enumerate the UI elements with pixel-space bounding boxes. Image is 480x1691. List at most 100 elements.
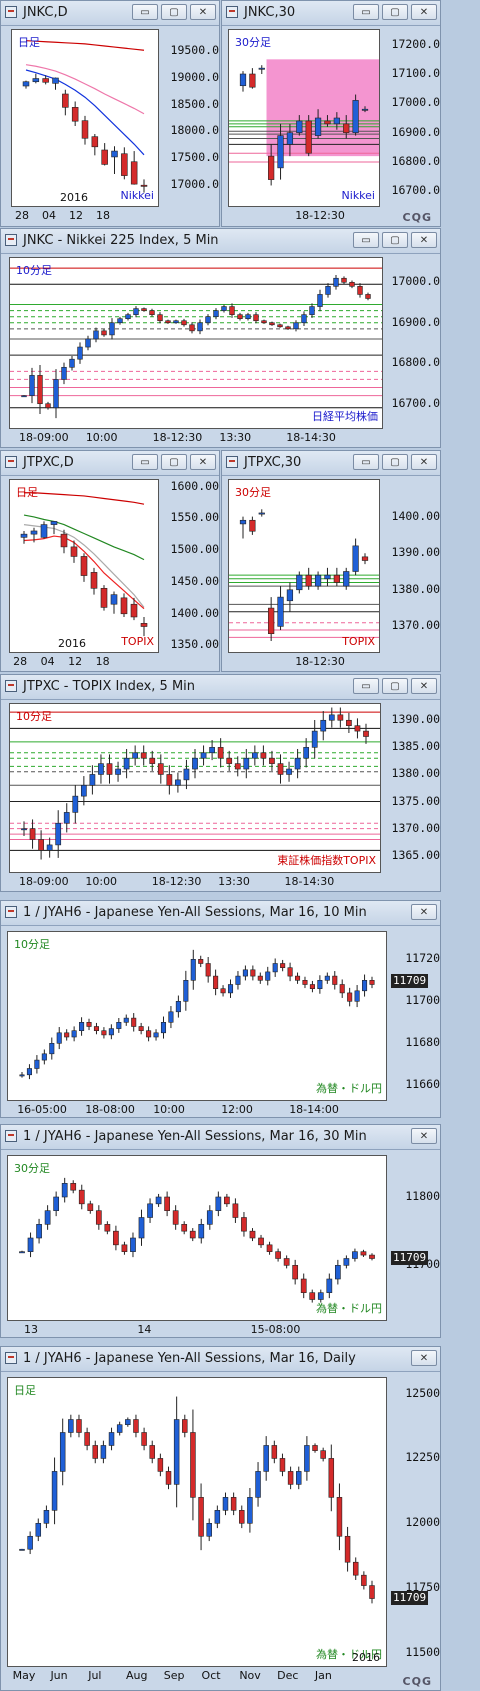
candle-down [309, 984, 315, 989]
chart-plot-area[interactable]: 日足 為替・ドル円 2016 [7, 1377, 387, 1667]
title-bar[interactable]: JNKC,30 ▭ ▢ ✕ [222, 1, 440, 26]
minimize-button[interactable]: ▭ [132, 4, 158, 20]
candlestick [132, 745, 139, 766]
candle-up [213, 310, 219, 317]
close-button[interactable]: ✕ [190, 454, 216, 470]
candlestick [51, 1457, 58, 1525]
title-bar[interactable]: JTPXC,30 ▭ ▢ ✕ [222, 451, 440, 476]
candle-down [181, 1224, 188, 1232]
candle-down [181, 320, 187, 326]
candlestick [101, 1027, 107, 1039]
close-button[interactable]: ✕ [411, 4, 437, 20]
close-button[interactable]: ✕ [411, 1350, 437, 1366]
maximize-button[interactable]: ▢ [161, 454, 187, 470]
candlestick [62, 89, 69, 116]
close-button[interactable]: ✕ [411, 232, 437, 248]
candlestick [360, 1249, 367, 1257]
candlestick [68, 1414, 74, 1438]
candlestick [93, 327, 99, 343]
moving-average-line [25, 40, 145, 51]
maximize-button[interactable]: ▢ [382, 454, 408, 470]
candle-down [257, 975, 263, 981]
candle-up [21, 828, 27, 831]
candle-down [37, 375, 43, 405]
candlestick [35, 1518, 42, 1542]
title-bar[interactable]: JTPXC - TOPIX Index, 5 Min ▭ ▢ ✕ [1, 675, 440, 700]
title-bar[interactable]: JNKC - Nikkei 225 Index, 5 Min ▭ ▢ ✕ [1, 229, 440, 254]
candlestick [235, 971, 241, 990]
close-button[interactable]: ✕ [190, 4, 216, 20]
minimize-button[interactable]: ▭ [353, 454, 379, 470]
candle-down [182, 1419, 188, 1433]
candlestick [138, 1209, 145, 1246]
chart-plot-area[interactable]: 30分足 Nikkei [228, 29, 380, 207]
candlestick [221, 304, 227, 313]
minimize-button[interactable]: ▭ [353, 232, 379, 248]
chart-plot-area[interactable]: 30分足 TOPIX [228, 479, 380, 653]
maximize-button[interactable]: ▢ [382, 232, 408, 248]
chart-plot-area[interactable]: 日足 Nikkei 2016 [11, 29, 159, 207]
price-axis: 17200.0 17100.0 17000.0 16900.0 16800.0 16700… [382, 29, 440, 207]
x-tick-label: 28 [13, 655, 28, 668]
candlestick [296, 571, 303, 594]
chart-plot-area[interactable]: 30分足 為替・ドル円 [7, 1155, 387, 1321]
y-tick-label: 17000.0 [391, 95, 440, 110]
chart-plot-area[interactable]: 10分足 東証株価指数TOPIX [9, 703, 381, 873]
candlestick [283, 1255, 290, 1269]
candlestick [71, 101, 79, 126]
y-tick-label: 17000.0 [170, 176, 219, 191]
candlestick [214, 1505, 221, 1529]
candlestick [125, 1417, 131, 1427]
candlestick [209, 740, 215, 761]
candle-down [279, 1458, 286, 1472]
candlestick [309, 980, 315, 993]
candle-down [141, 1432, 147, 1446]
maximize-button[interactable]: ▢ [161, 4, 187, 20]
candle-up [53, 379, 59, 409]
y-tick-label: 1450.00 [170, 573, 219, 588]
candle-up [334, 1265, 341, 1280]
minimize-button[interactable]: ▭ [353, 4, 379, 20]
candlestick [109, 318, 115, 340]
candle-up [296, 120, 303, 133]
chart-plot-area[interactable]: 10分足 為替・ドル円 [7, 931, 387, 1101]
title-bar[interactable]: 1 / JYAH6 - Japanese Yen-All Sessions, M… [1, 1125, 440, 1150]
y-tick-label: 19000.0 [170, 70, 219, 84]
candlestick [352, 538, 359, 576]
candle-down [287, 1471, 294, 1485]
title-bar[interactable]: JTPXC,D ▭ ▢ ✕ [1, 451, 219, 476]
candlestick [110, 591, 118, 614]
maximize-button[interactable]: ▢ [382, 4, 408, 20]
chart-plot-area[interactable]: 日足 TOPIX 2016 [9, 479, 159, 653]
close-button[interactable]: ✕ [411, 904, 437, 920]
candle-up [272, 963, 278, 973]
candle-down [365, 294, 371, 299]
y-tick-label: 1390.00 [391, 712, 440, 727]
candlestick [347, 987, 353, 1007]
chart-plot-area[interactable]: 10分足 日経平均株価 [9, 257, 383, 429]
maximize-button[interactable]: ▢ [382, 678, 408, 694]
candle-down [78, 1189, 85, 1205]
close-button[interactable]: ✕ [411, 678, 437, 694]
candle-down [29, 828, 36, 840]
candle-up [200, 752, 207, 759]
title-bar[interactable]: 1 / JYAH6 - Japanese Yen-All Sessions, M… [1, 901, 440, 926]
close-button[interactable]: ✕ [411, 454, 437, 470]
candlestick [334, 1259, 341, 1285]
moving-average-line [25, 64, 145, 115]
title-bar[interactable]: 1 / JYAH6 - Japanese Yen-All Sessions, M… [1, 1347, 440, 1372]
y-tick-label: 12000 [405, 1515, 440, 1530]
minimize-button[interactable]: ▭ [353, 678, 379, 694]
candlestick [123, 1014, 129, 1026]
candle-up [132, 752, 139, 759]
title-bar[interactable]: JNKC,D ▭ ▢ ✕ [1, 1, 219, 26]
candle-up [183, 979, 189, 1002]
y-tick-label: 11660 [405, 1077, 440, 1092]
minimize-button[interactable]: ▭ [132, 454, 158, 470]
window-title: JNKC,30 [244, 5, 296, 20]
candlestick [333, 275, 339, 290]
candle-up [352, 545, 359, 572]
close-button[interactable]: ✕ [411, 1128, 437, 1144]
time-axis: 13 14 15-08:00 [7, 1322, 387, 1337]
candle-up [175, 1001, 181, 1013]
